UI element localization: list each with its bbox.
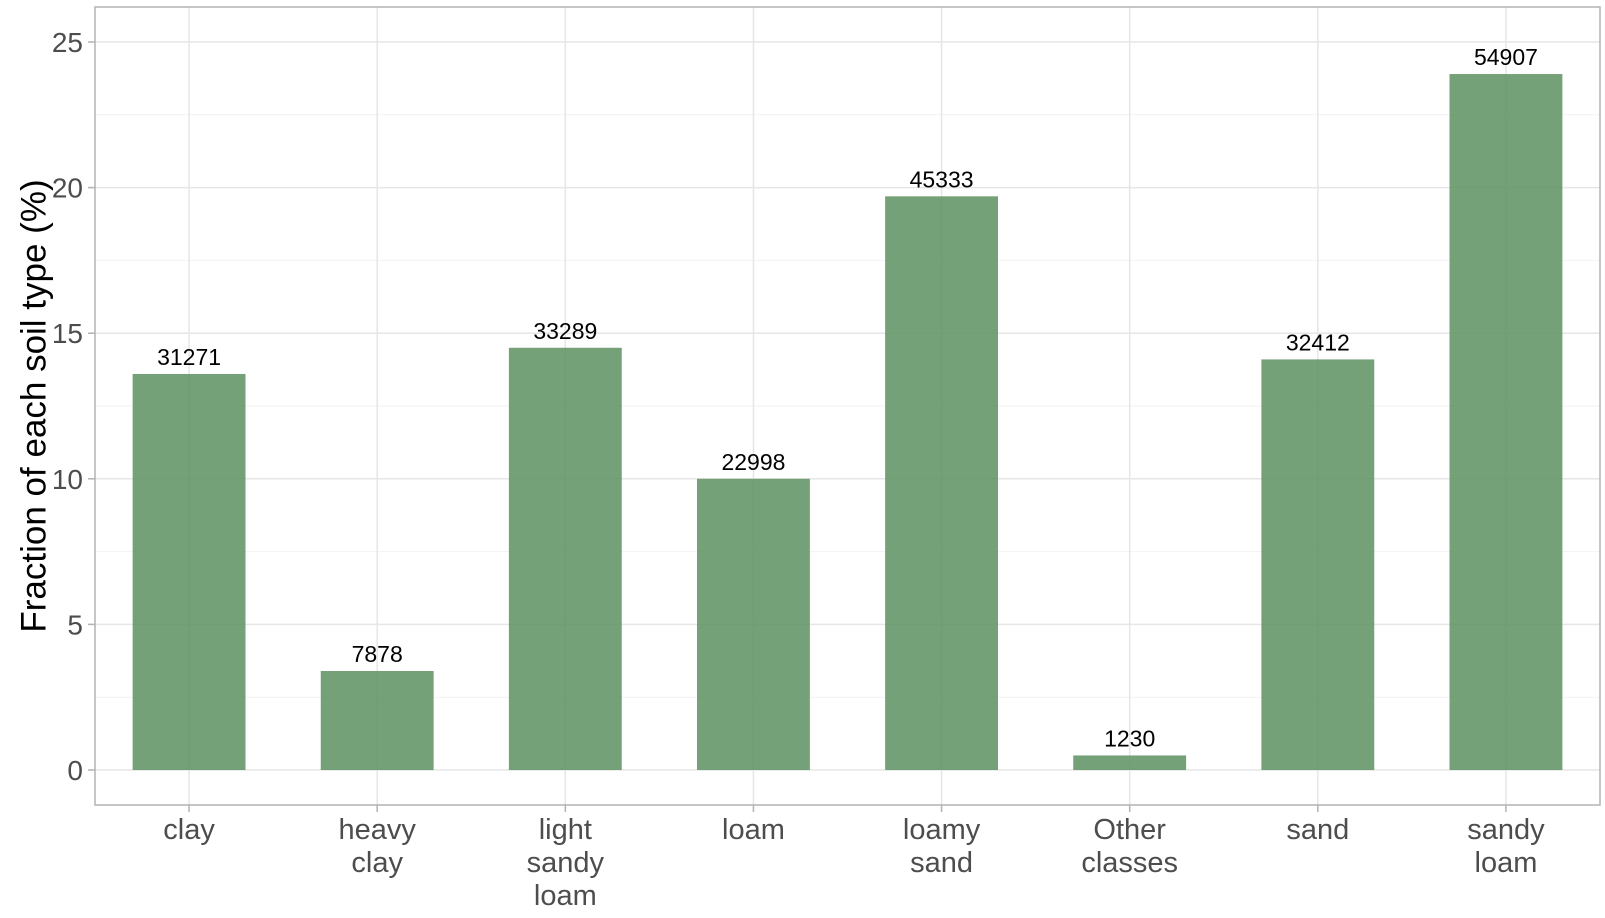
x-tick-label: sandy loam (1467, 814, 1545, 879)
data-labels: 31271 7878 33289 22998 45333 1230 32412 54907 (157, 44, 1538, 751)
x-tick-label-line: loam (722, 814, 785, 846)
bar (132, 373, 246, 770)
y-tick-label: 0 (67, 755, 83, 786)
y-axis: 0 5 10 15 20 25 (52, 27, 95, 786)
bar (697, 478, 810, 770)
bar (508, 347, 622, 770)
x-tick-label: Other classes (1081, 814, 1178, 879)
bar-value-label: 45333 (910, 166, 974, 192)
y-tick-label: 10 (52, 464, 83, 495)
bar-value-label: 1230 (1104, 725, 1155, 751)
x-tick-label-line: Other (1093, 814, 1166, 846)
bar-value-label: 54907 (1474, 44, 1538, 70)
x-tick-label: clay (163, 814, 215, 846)
x-tick-label-line: clay (163, 814, 215, 846)
bars (132, 74, 1563, 771)
bar-value-label: 31271 (157, 344, 221, 370)
x-tick-label-line: loam (534, 880, 597, 912)
panel-border (94, 6, 1601, 806)
x-tick-label: light sandy loam (527, 814, 605, 912)
bar (1073, 755, 1187, 770)
bar-value-label: 22998 (721, 449, 785, 475)
y-axis-title: Fraction of each soil type (%) (14, 179, 53, 632)
bar-value-label: 32412 (1286, 329, 1350, 355)
x-tick-label-line: classes (1081, 847, 1178, 879)
x-tick-label: sand (1286, 814, 1349, 846)
bar (1449, 74, 1563, 771)
bar-value-label: 7878 (352, 641, 403, 667)
x-tick-label: loam (722, 814, 785, 846)
y-tick-label: 5 (67, 609, 83, 640)
x-tick-label: loamy sand (903, 814, 981, 879)
bar (885, 196, 998, 770)
x-tick-label-line: loamy (903, 814, 981, 846)
x-tick-label-line: loam (1475, 847, 1538, 879)
y-tick-label: 20 (52, 173, 83, 204)
x-tick-label-line: clay (351, 847, 403, 879)
x-tick-label-line: sandy (1467, 814, 1545, 846)
x-tick-label-line: sandy (527, 847, 605, 879)
bar (1261, 359, 1375, 770)
y-tick-label: 25 (52, 27, 83, 58)
x-tick-label: heavy clay (338, 814, 416, 879)
bar (320, 670, 434, 770)
bar-value-label: 33289 (533, 318, 597, 344)
y-tick-label: 15 (52, 318, 83, 349)
x-tick-label-line: sand (910, 847, 973, 879)
x-tick-label-line: sand (1286, 814, 1349, 846)
x-tick-label-line: heavy (338, 814, 416, 846)
x-tick-label-line: light (539, 814, 592, 846)
